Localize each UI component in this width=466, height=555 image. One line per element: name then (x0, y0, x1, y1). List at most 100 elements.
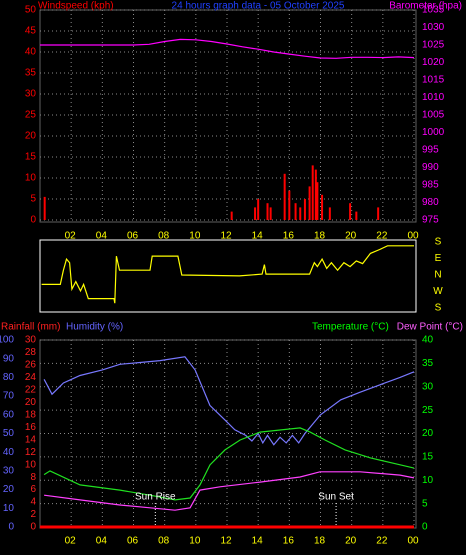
y-tick-label: 40 (25, 47, 37, 58)
y-tick-label: 24 (25, 372, 37, 383)
axis-label: Temperature (°C) (312, 322, 389, 333)
y2-tick-label: 1005 (422, 110, 445, 121)
axis-label: Humidity (%) (66, 322, 123, 333)
x-tick-label: 22 (376, 536, 388, 547)
y2-tick-label: 40 (422, 335, 434, 346)
wind-bar (308, 186, 311, 220)
y-tick-label: N (434, 270, 441, 281)
annotation-label: Sun Set (318, 492, 354, 503)
y2-tick-label: 25 (422, 405, 434, 416)
wind-bar (43, 196, 46, 220)
y3-tick-label: 80 (3, 372, 15, 383)
y-tick-label: 0 (30, 522, 36, 533)
y-tick-label: S (435, 237, 442, 248)
y-tick-label: 26 (25, 360, 37, 371)
y2-tick-label: 985 (422, 180, 439, 191)
y-tick-label: W (433, 286, 443, 297)
x-tick-label: 14 (252, 231, 264, 242)
series-line (40, 38, 415, 59)
x-tick-label: 12 (220, 536, 232, 547)
wind-bar (266, 203, 269, 220)
y-tick-label: 25 (25, 110, 37, 121)
y2-tick-label: 1030 (422, 22, 445, 33)
y3-tick-label: 0 (8, 522, 14, 533)
x-tick-label: 04 (96, 231, 108, 242)
x-tick-label: 00 (407, 536, 419, 547)
y-tick-label: 16 (25, 422, 37, 433)
y-tick-label: 28 (25, 347, 37, 358)
x-tick-label: 02 (65, 231, 77, 242)
x-tick-label: 02 (65, 536, 77, 547)
y2-tick-label: 1025 (422, 40, 445, 51)
y2-tick-label: 35 (422, 358, 434, 369)
x-tick-label: 18 (314, 536, 326, 547)
x-tick-label: 08 (158, 231, 170, 242)
x-tick-label: 14 (252, 536, 264, 547)
chart-title: 24 hours graph data - 05 October 2025 (172, 1, 345, 12)
wind-bar (377, 207, 380, 220)
axis-label: Barometer (hpa) (389, 1, 462, 12)
wind-bar (314, 169, 317, 220)
x-tick-label: 20 (345, 536, 357, 547)
y2-tick-label: 10 (422, 475, 434, 486)
series-line (41, 245, 414, 304)
wind-bar (316, 182, 319, 220)
x-tick-label: 22 (376, 231, 388, 242)
y2-tick-label: 20 (422, 428, 434, 439)
y-tick-label: 22 (25, 385, 37, 396)
x-tick-label: 20 (345, 231, 357, 242)
wind-plot-frame (39, 9, 417, 223)
y3-tick-label: 90 (3, 353, 15, 364)
x-tick-label: 10 (189, 536, 201, 547)
x-tick-label: 10 (189, 231, 201, 242)
wind-bar (230, 211, 233, 220)
wind-bar (254, 207, 257, 220)
series-line (43, 356, 415, 446)
y-tick-label: 6 (30, 484, 36, 495)
y3-tick-label: 50 (3, 428, 15, 439)
axis-label: Rainfall (mm) (1, 322, 60, 333)
wind-bar (349, 203, 352, 220)
series-line (44, 471, 415, 511)
x-tick-label: 08 (158, 536, 170, 547)
wind-bar (311, 165, 314, 220)
y2-tick-label: 0 (422, 522, 428, 533)
wind-bar (321, 194, 324, 220)
y-tick-label: 30 (25, 89, 37, 100)
y-tick-label: 35 (25, 68, 37, 79)
wind-bar (288, 190, 291, 220)
x-tick-label: 06 (127, 231, 139, 242)
y-tick-label: 30 (25, 335, 37, 346)
y3-tick-label: 30 (3, 466, 15, 477)
wind-bar (257, 199, 260, 220)
annotation-label: Sun Rise (135, 492, 176, 503)
wind-bar (294, 203, 297, 220)
wind-bar (269, 207, 272, 220)
y-tick-label: 20 (25, 397, 37, 408)
x-tick-label: 06 (127, 536, 139, 547)
y2-tick-label: 990 (422, 162, 439, 173)
y-tick-label: 10 (25, 173, 37, 184)
y2-tick-label: 995 (422, 145, 439, 156)
y-tick-label: 50 (25, 5, 37, 16)
x-tick-label: 00 (407, 231, 419, 242)
y-tick-label: S (435, 303, 442, 314)
y3-tick-label: 100 (0, 335, 14, 346)
y2-tick-label: 980 (422, 197, 439, 208)
y3-tick-label: 60 (3, 409, 15, 420)
y3-tick-label: 10 (3, 503, 15, 514)
y-tick-label: 18 (25, 409, 37, 420)
y3-tick-label: 40 (3, 447, 15, 458)
wind-bar (299, 207, 302, 220)
series-line (43, 427, 415, 501)
axis-label: Dew Point (°C) (397, 322, 463, 333)
x-tick-label: 04 (96, 536, 108, 547)
y-tick-label: 12 (25, 447, 37, 458)
y2-tick-label: 15 (422, 452, 434, 463)
axis-label: Windspeed (kph) (38, 1, 114, 12)
y2-tick-label: 30 (422, 381, 434, 392)
y2-tick-label: 1020 (422, 57, 445, 68)
x-tick-label: 16 (283, 536, 295, 547)
